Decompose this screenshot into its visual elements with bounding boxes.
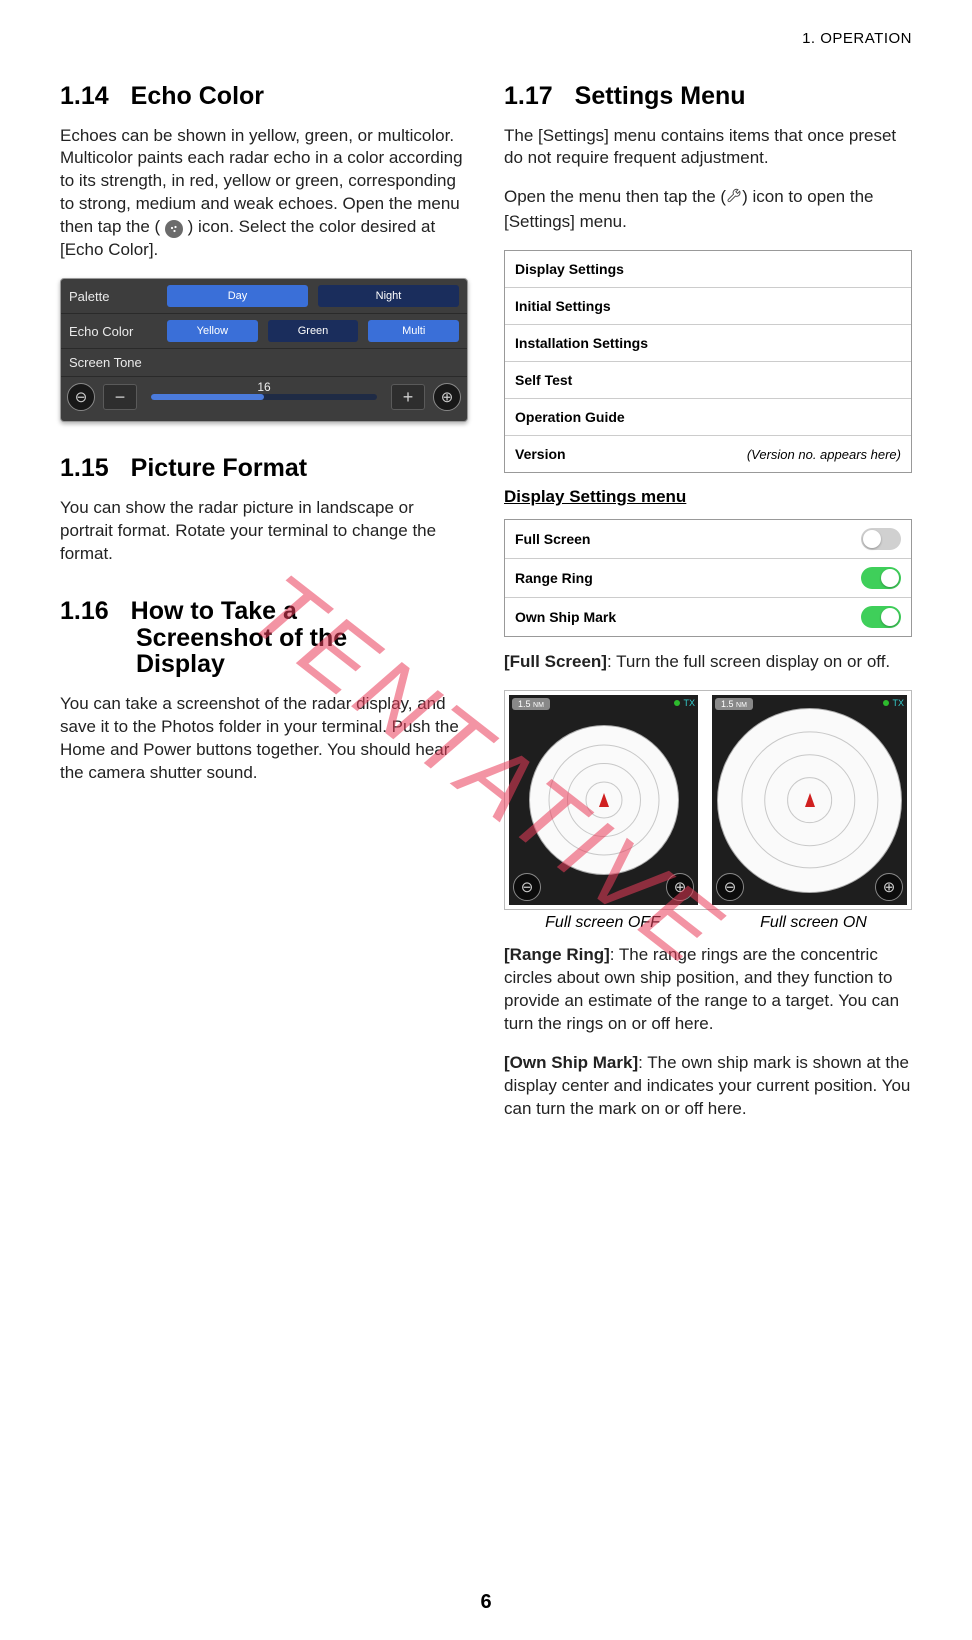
ship-mark-icon	[805, 793, 815, 807]
settings-item-display[interactable]: Display Settings	[505, 251, 911, 288]
radar-zoom-in-icon[interactable]: ⊕	[666, 873, 694, 901]
palette-panel-figure: Palette Day Night Echo Color Yellow Gree…	[60, 278, 468, 422]
radar-tx-indicator: TX	[883, 698, 904, 708]
section-title: Echo Color	[131, 82, 264, 110]
settings-item-selftest[interactable]: Self Test	[505, 362, 911, 399]
range-ring-desc: [Range Ring]: The range rings are the co…	[504, 944, 912, 1036]
zoom-in-icon[interactable]: ⊕	[433, 383, 461, 411]
echo-green-button[interactable]: Green	[268, 320, 359, 342]
display-settings-toggle-box: Full Screen Range Ring Own Ship Mark	[504, 519, 912, 637]
version-note: (Version no. appears here)	[747, 447, 901, 462]
section-1-14-heading: 1.14 Echo Color	[60, 80, 468, 113]
full-screen-desc: [Full Screen]: Turn the full screen disp…	[504, 651, 912, 674]
toggle-row-own-ship: Own Ship Mark	[505, 598, 911, 636]
display-settings-subhead: Display Settings menu	[504, 487, 912, 507]
radar-fullscreen-off: 1.5 NM TX ⊖ ⊕	[509, 695, 698, 905]
palette-row-label: Palette	[69, 289, 159, 304]
radar-caption-off: Full screen OFF	[504, 914, 701, 932]
slider-minus-button[interactable]: −	[103, 384, 137, 410]
radar-caption-on: Full screen ON	[715, 914, 912, 932]
radar-zoom-out-icon[interactable]: ⊖	[716, 873, 744, 901]
settings-item-version[interactable]: Version (Version no. appears here)	[505, 436, 911, 472]
settings-item-initial[interactable]: Initial Settings	[505, 288, 911, 325]
radar-zoom-out-icon[interactable]: ⊖	[513, 873, 541, 901]
section-1-15-heading: 1.15Picture Format	[60, 452, 468, 485]
radar-comparison-figure: 1.5 NM TX ⊖ ⊕ 1.5 NM TX	[504, 690, 912, 910]
section-1-16-body: You can take a screenshot of the radar d…	[60, 693, 468, 785]
wrench-icon	[726, 188, 742, 211]
echo-yellow-button[interactable]: Yellow	[167, 320, 258, 342]
radar-zoom-in-icon[interactable]: ⊕	[875, 873, 903, 901]
zoom-out-icon[interactable]: ⊖	[67, 383, 95, 411]
toggle-row-fullscreen: Full Screen	[505, 520, 911, 559]
echo-color-row-label: Echo Color	[69, 324, 159, 339]
radar-range-label: 1.5 NM	[512, 698, 550, 710]
settings-menu-box: Display Settings Initial Settings Instal…	[504, 250, 912, 473]
palette-night-button[interactable]: Night	[318, 285, 459, 307]
palette-icon	[165, 220, 183, 238]
section-1-17-body1: The [Settings] menu contains items that …	[504, 125, 912, 171]
range-ring-toggle[interactable]	[861, 567, 901, 589]
ship-mark-icon	[599, 793, 609, 807]
palette-day-button[interactable]: Day	[167, 285, 308, 307]
own-ship-desc: [Own Ship Mark]: The own ship mark is sh…	[504, 1052, 912, 1121]
settings-item-installation[interactable]: Installation Settings	[505, 325, 911, 362]
section-1-17-heading: 1.17Settings Menu	[504, 80, 912, 113]
section-1-15-body: You can show the radar picture in landsc…	[60, 497, 468, 566]
slider-value: 16	[257, 380, 270, 394]
page-number: 6	[480, 1591, 491, 1614]
chapter-header: 1. OPERATION	[802, 30, 912, 47]
left-column: 1.14 Echo Color Echoes can be shown in ye…	[60, 80, 468, 1137]
fullscreen-toggle[interactable]	[861, 528, 901, 550]
slider-plus-button[interactable]: +	[391, 384, 425, 410]
section-1-14-body: Echoes can be shown in yellow, green, or…	[60, 125, 468, 263]
toggle-row-range-ring: Range Ring	[505, 559, 911, 598]
radar-range-label: 1.5 NM	[715, 698, 753, 710]
section-number: 1.14	[60, 80, 109, 113]
section-1-17-body2: Open the menu then tap the () icon to op…	[504, 186, 912, 234]
screen-tone-row-label: Screen Tone	[69, 355, 159, 370]
echo-multi-button[interactable]: Multi	[368, 320, 459, 342]
section-1-16-heading: 1.16How to Take a Screenshot of the Disp…	[60, 595, 468, 681]
radar-tx-indicator: TX	[674, 698, 695, 708]
right-column: 1.17Settings Menu The [Settings] menu co…	[504, 80, 912, 1137]
settings-item-guide[interactable]: Operation Guide	[505, 399, 911, 436]
own-ship-toggle[interactable]	[861, 606, 901, 628]
screen-tone-slider[interactable]: 16	[151, 394, 377, 400]
radar-fullscreen-on: 1.5 NM TX ⊖ ⊕	[712, 695, 907, 905]
